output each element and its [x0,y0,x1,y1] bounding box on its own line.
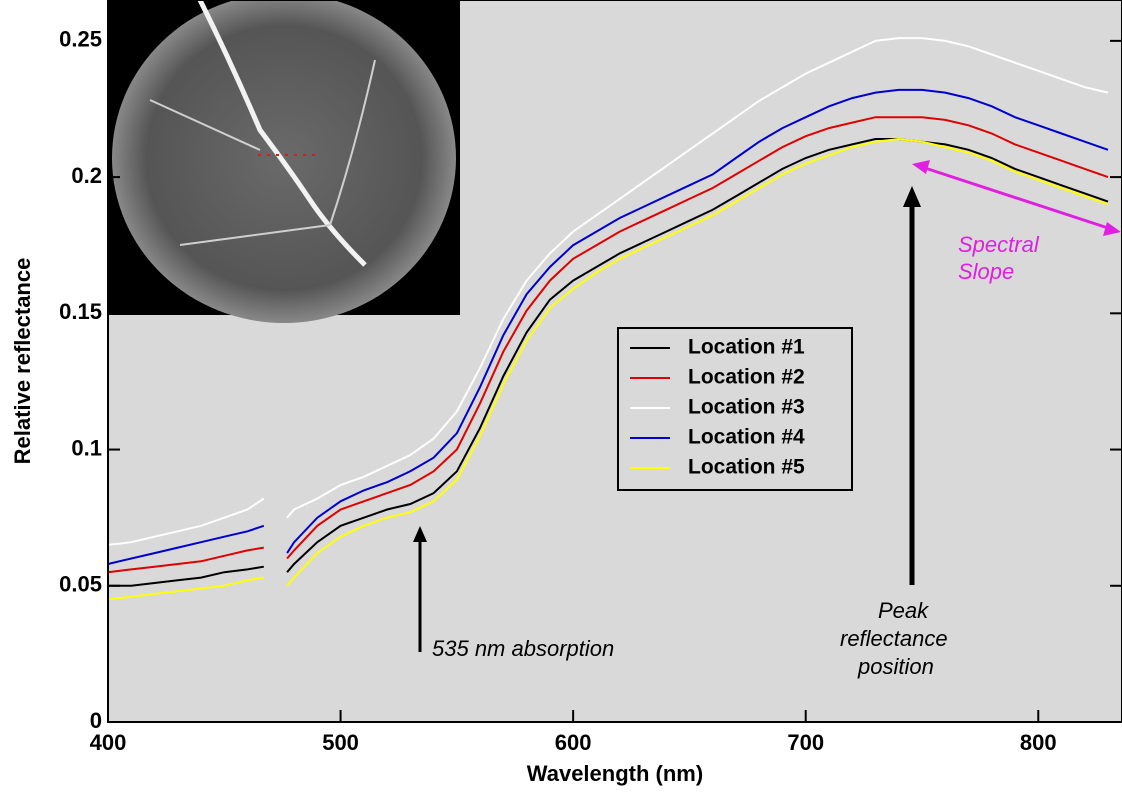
x-tick-label: 800 [1020,730,1057,755]
legend: Location #1 Location #2 Location #3 Locatio… [630,336,805,479]
y-tick-label: 0.1 [71,435,102,460]
plot-frame [107,0,1122,723]
series-line [107,137,1109,601]
y-tick-label: 0.05 [59,572,102,597]
y-tick-label: 0.25 [59,27,102,52]
y-axis-label: Relative reflectance [10,258,35,465]
legend-label: Location #4 [688,426,805,449]
series-line [107,88,1109,565]
annotation: position [857,654,934,679]
x-tick-label: 700 [787,730,824,755]
legend-label: Location #1 [688,336,805,359]
y-tick-label: 0.2 [71,163,102,188]
inset-image [108,0,460,323]
x-tick-label: 600 [555,730,592,755]
y-tick-label: 0.15 [59,299,102,324]
legend-label: Location #3 [688,396,805,419]
x-tick-label: 500 [322,730,359,755]
legend-label: Location #2 [688,366,805,389]
series-line [107,116,1109,574]
x-axis-label: Wavelength (nm) [527,761,703,786]
series-line [108,138,1109,587]
annotation: Spectral [958,232,1040,257]
annotation: Slope [958,259,1014,284]
annotation: 535 nm absorption [432,636,614,661]
x-tick-label: 400 [90,730,127,755]
plot [107,37,1109,601]
annotation: reflectance [840,626,948,651]
y-tick-label: 0 [90,708,102,733]
annotation: Peak [878,598,929,623]
legend-label: Location #5 [688,456,805,479]
series-line [107,37,1109,546]
annotation-arrows [413,160,1121,652]
